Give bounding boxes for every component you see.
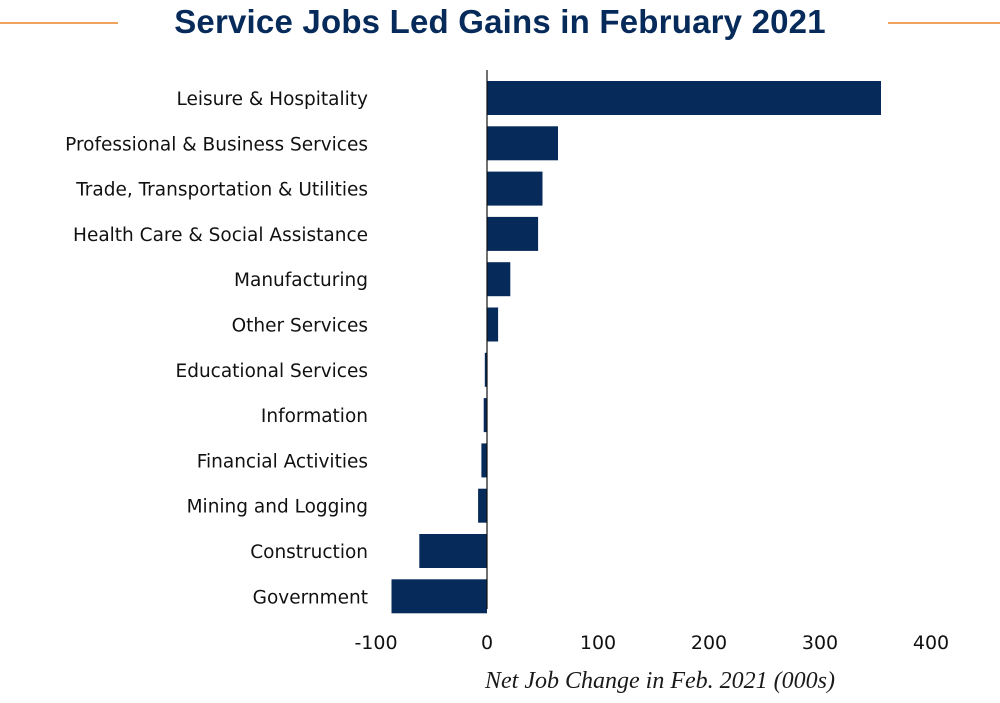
category-label-construction: Construction <box>250 542 368 563</box>
category-label-mining-and-logging: Mining and Logging <box>187 497 368 518</box>
title-rule-right <box>888 22 1000 24</box>
bar-construction <box>419 534 487 568</box>
x-tick-label: 300 <box>802 632 838 654</box>
bar-mining-and-logging <box>478 488 487 523</box>
bar-information <box>483 398 487 433</box>
bar-manufacturing <box>487 262 511 297</box>
x-tick-label: 100 <box>580 632 616 654</box>
category-label-information: Information <box>261 406 368 427</box>
bar-government <box>391 579 487 614</box>
category-label-financial-activities: Financial Activities <box>197 451 368 472</box>
chart-title: Service Jobs Led Gains in February 2021 <box>174 3 826 40</box>
x-tick-label: 400 <box>913 632 949 654</box>
category-label-health-care-social-assistance: Health Care & Social Assistance <box>73 225 368 246</box>
category-labels: Leisure & Hospitality Professional & Busi… <box>65 89 368 608</box>
bar-health-care-social-assistance <box>487 216 539 251</box>
bar-financial-activities <box>481 443 487 478</box>
category-label-trade-transportation-utilities: Trade, Transportation & Utilities <box>75 180 368 201</box>
x-tick-labels: -100 0 100 200 300 400 <box>354 632 949 654</box>
bar-professional-business-services <box>487 126 558 161</box>
category-label-manufacturing: Manufacturing <box>234 270 368 291</box>
title-rule-left <box>0 22 118 24</box>
bar-educational-services <box>484 352 487 387</box>
x-axis-title: Net Job Change in Feb. 2021 (000s) <box>485 668 835 694</box>
bar-other-services <box>487 307 499 342</box>
bar-trade-transportation-utilities <box>487 171 543 206</box>
category-label-other-services: Other Services <box>232 316 368 337</box>
bar-leisure-hospitality <box>487 81 881 115</box>
x-tick-label: 0 <box>481 632 493 654</box>
x-tick-label: 200 <box>691 632 727 654</box>
category-label-leisure-hospitality: Leisure & Hospitality <box>177 89 369 110</box>
category-label-government: Government <box>253 587 368 608</box>
category-label-educational-services: Educational Services <box>176 361 368 382</box>
category-label-professional-business-services: Professional & Business Services <box>65 134 368 155</box>
x-tick-label: -100 <box>354 632 397 654</box>
bar-group <box>391 81 881 614</box>
title-bar: Service Jobs Led Gains in February 2021 <box>0 0 1000 50</box>
